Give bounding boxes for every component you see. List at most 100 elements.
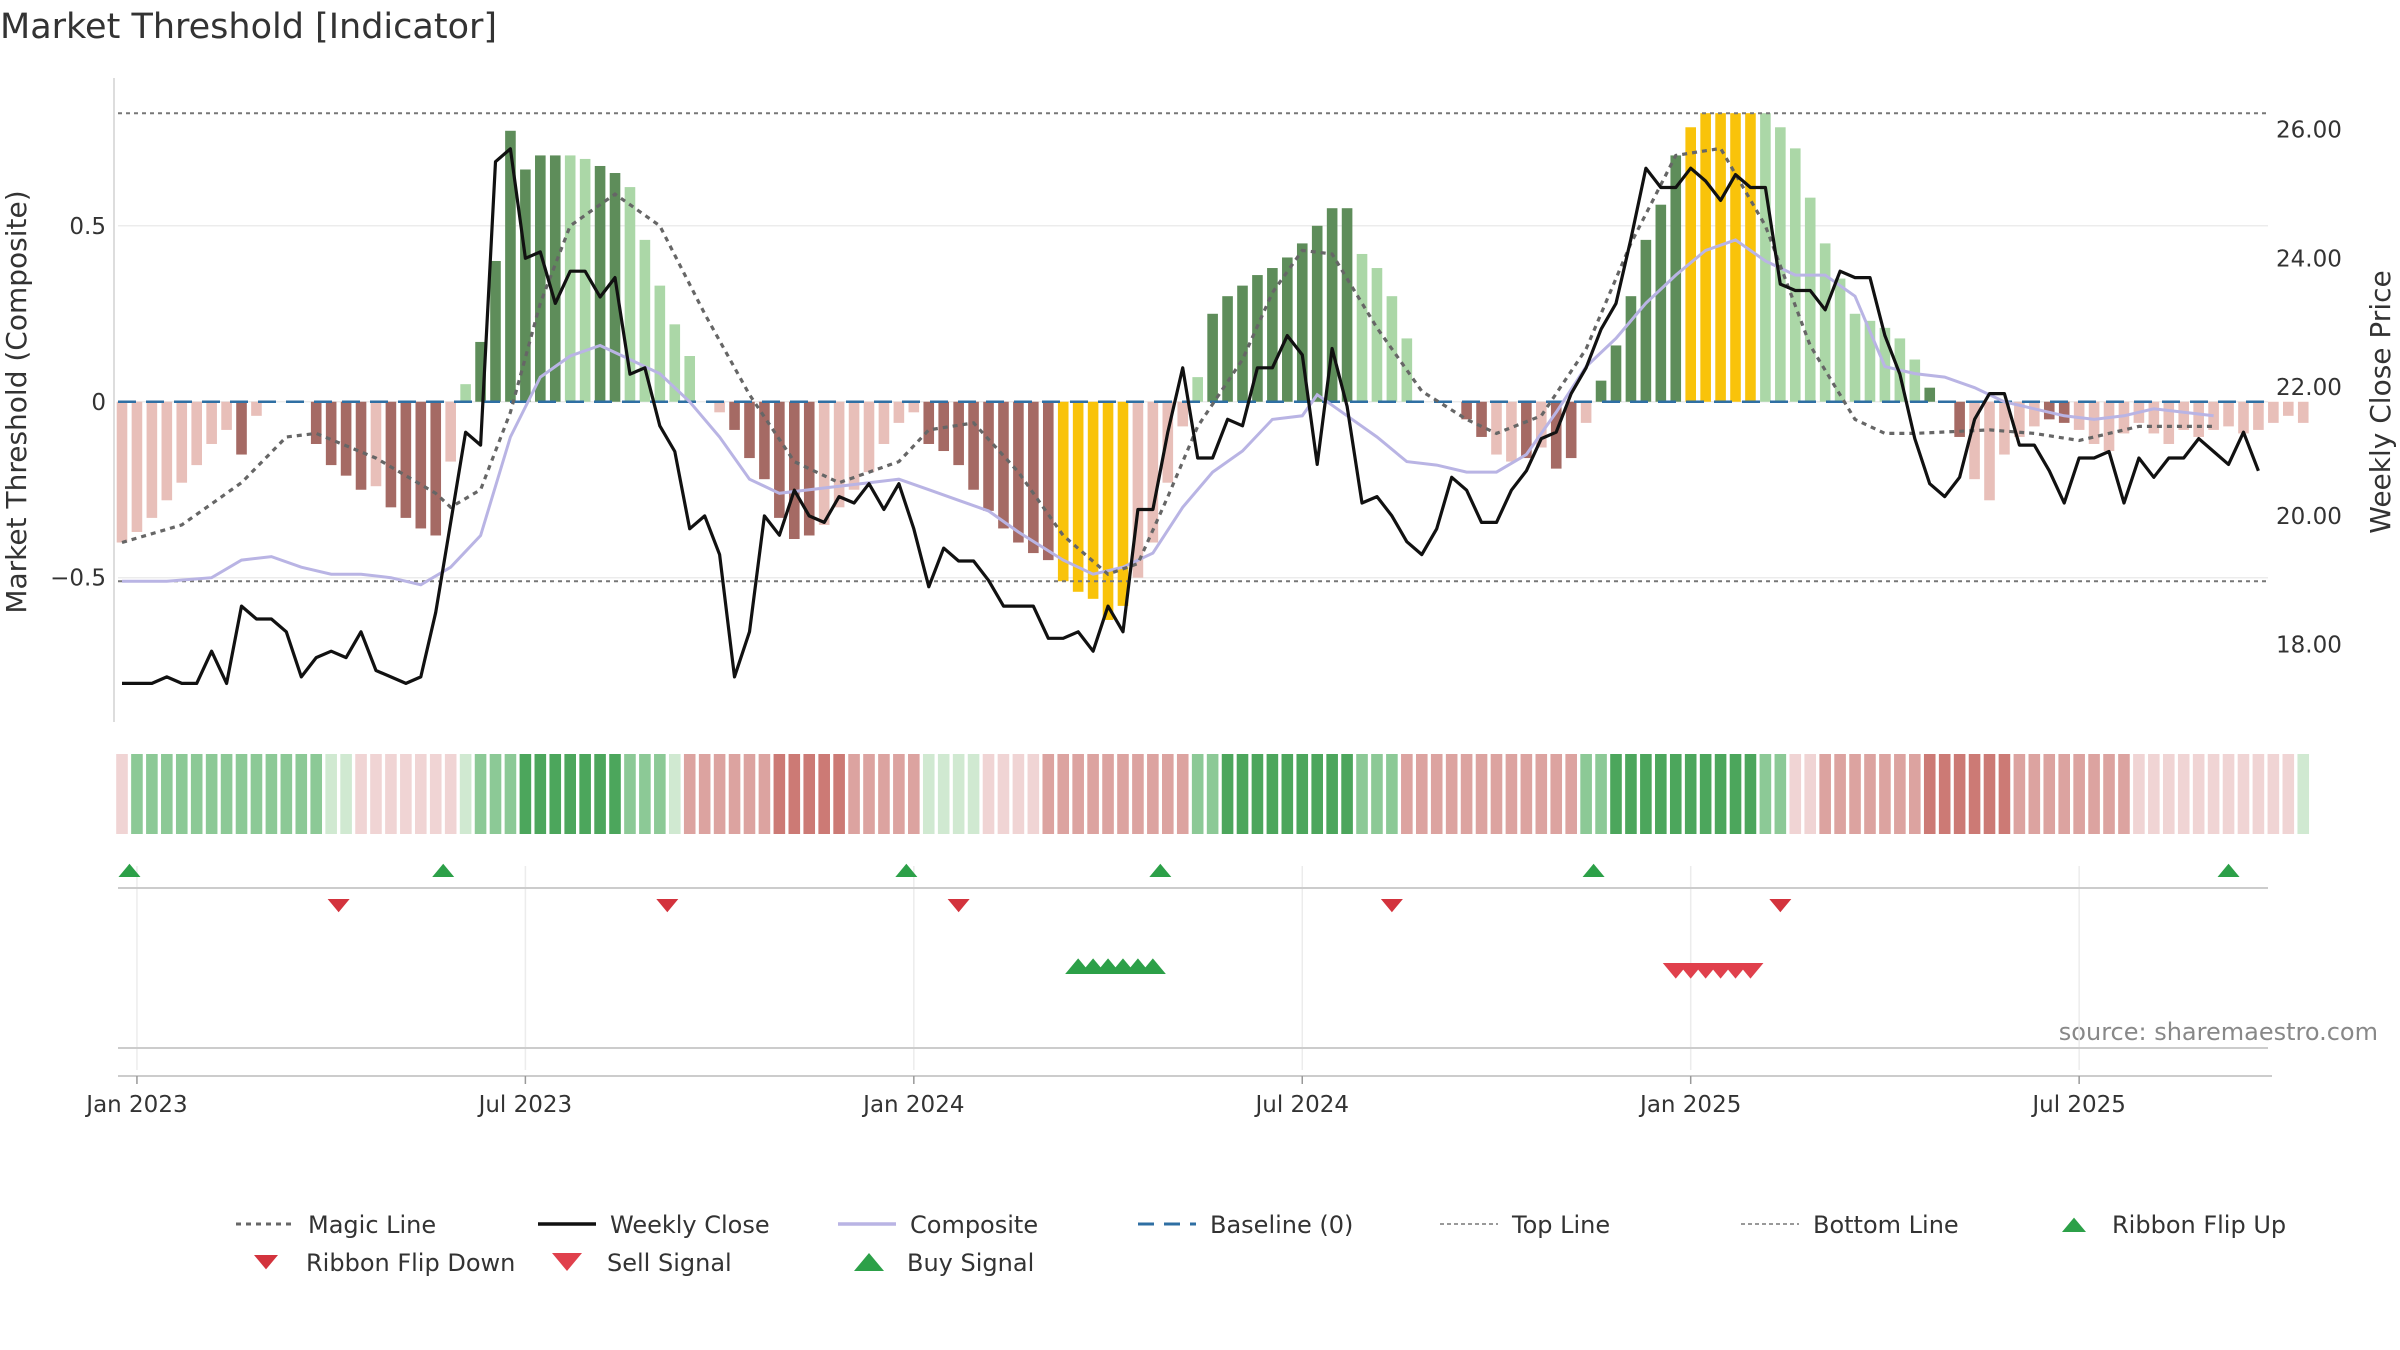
ribbon-cell [1565, 754, 1577, 834]
composite-bar [1057, 401, 1069, 582]
composite-bar [908, 401, 920, 413]
ribbon-cell [1714, 754, 1727, 834]
composite-bar [191, 401, 202, 466]
ribbon-flip-down-marker [1769, 899, 1792, 913]
ribbon-cell [1087, 754, 1099, 834]
ribbon-cell [1430, 754, 1443, 834]
composite-bar [2103, 401, 2115, 452]
composite-bar [445, 401, 456, 462]
ribbon-cell [863, 754, 875, 834]
legend-label: Sell Signal [607, 1249, 732, 1277]
composite-bar [1521, 401, 1532, 459]
ribbon-cell [922, 754, 935, 834]
ribbon-cell [1834, 754, 1846, 834]
ribbon-cell [250, 754, 263, 834]
composite-bar [564, 155, 576, 402]
composite-bar [116, 401, 128, 543]
ribbon-cell [1819, 754, 1831, 834]
composite-bar [176, 401, 188, 483]
composite-bar [1326, 208, 1338, 402]
y-axis-title: Market Threshold (Composite) [0, 190, 33, 613]
ribbon-flip-up-marker [432, 863, 455, 877]
ribbon-cell [1042, 754, 1055, 834]
y2-tick-label: 22.00 [2276, 375, 2342, 401]
composite-bar [1461, 401, 1472, 420]
y2-tick-label: 20.00 [2276, 504, 2342, 530]
legend-flipdown-swatch [254, 1255, 278, 1270]
ribbon-cell [1998, 754, 2011, 834]
legend: Magic Line Weekly Close Composite Baseline … [236, 1211, 2286, 1277]
ribbon-cell [1864, 754, 1876, 834]
ribbon-flip-down-marker [1380, 899, 1403, 913]
ribbon-flip-up-marker [118, 863, 141, 877]
composite-bar [355, 401, 367, 490]
ribbon-cell [1445, 754, 1458, 834]
composite-bar [1341, 208, 1353, 402]
magic-line [121, 146, 2214, 577]
composite-bar [1147, 401, 1159, 543]
composite-bar [1252, 275, 1263, 402]
x-tick-label: Jul 2025 [2030, 1092, 2126, 1118]
composite-bar [1834, 278, 1846, 402]
ribbon-cell [952, 754, 965, 834]
composite-bar [774, 401, 785, 518]
ribbon-cell [2133, 754, 2145, 834]
ribbon-cell [758, 754, 771, 834]
ribbon-cell [2222, 754, 2235, 834]
composite-bar [400, 401, 412, 518]
ribbon-cell [2013, 754, 2026, 834]
ribbon-cell [1206, 754, 1219, 834]
composite-bar [385, 401, 397, 508]
buy-signal-marker [1139, 958, 1166, 974]
composite-bar [2163, 401, 2175, 444]
composite-bar [1371, 268, 1383, 402]
ribbon-flip-down-marker [656, 899, 679, 913]
ribbon-cell [131, 754, 143, 834]
composite-bar [714, 401, 725, 413]
ribbon-cell [534, 754, 547, 834]
ribbon-cell [1027, 754, 1040, 834]
composite-bar [236, 401, 247, 455]
ribbon-cell [2088, 754, 2100, 834]
composite-bar [1640, 239, 1652, 402]
composite-bar [310, 401, 322, 444]
ribbon-cell [1176, 754, 1189, 834]
ribbon-cell [116, 754, 128, 834]
ribbon-cell [1371, 754, 1383, 834]
ribbon-cell [2103, 754, 2115, 834]
composite-bars [116, 113, 2309, 620]
ribbon-cell [1909, 754, 1921, 834]
composite-bar [1565, 401, 1577, 459]
legend-label: Weekly Close [610, 1211, 770, 1239]
composite-bar [131, 401, 143, 532]
ribbon-cell [773, 754, 786, 834]
ribbon-cell [1684, 754, 1697, 834]
composite-bar [1610, 345, 1622, 402]
composite-bar [1984, 401, 1995, 501]
ribbon-cell [1640, 754, 1652, 834]
composite-bar [549, 155, 561, 402]
ribbon-cell [668, 754, 681, 834]
axes: 0.5 0 −0.5 26.00 24.00 22.00 20.00 18.00 [50, 78, 2342, 722]
composite-bar [2058, 401, 2070, 423]
ribbon-cell [1968, 754, 1981, 834]
composite-bar [1909, 359, 1921, 402]
ribbon-cell [1326, 754, 1338, 834]
composite-bar [1476, 401, 1487, 437]
composite-bar [2268, 401, 2279, 423]
ribbon-cell [908, 754, 920, 834]
ribbon-cell [594, 754, 606, 834]
ribbon-cell [429, 754, 442, 834]
composite-bar [1760, 113, 1771, 402]
composite-bar [594, 165, 606, 402]
composite-bar [1999, 401, 2010, 455]
x-tick-label: Jan 2025 [1638, 1092, 1741, 1118]
composite-bar [1506, 401, 1517, 462]
ribbon-cell [1415, 754, 1428, 834]
composite-bar [968, 401, 979, 490]
composite-bar [759, 401, 770, 480]
ribbon-cell [2207, 754, 2220, 834]
composite-bar [803, 401, 815, 536]
ribbon-flip-down-marker [947, 899, 970, 913]
ribbon-cell [1132, 754, 1144, 834]
